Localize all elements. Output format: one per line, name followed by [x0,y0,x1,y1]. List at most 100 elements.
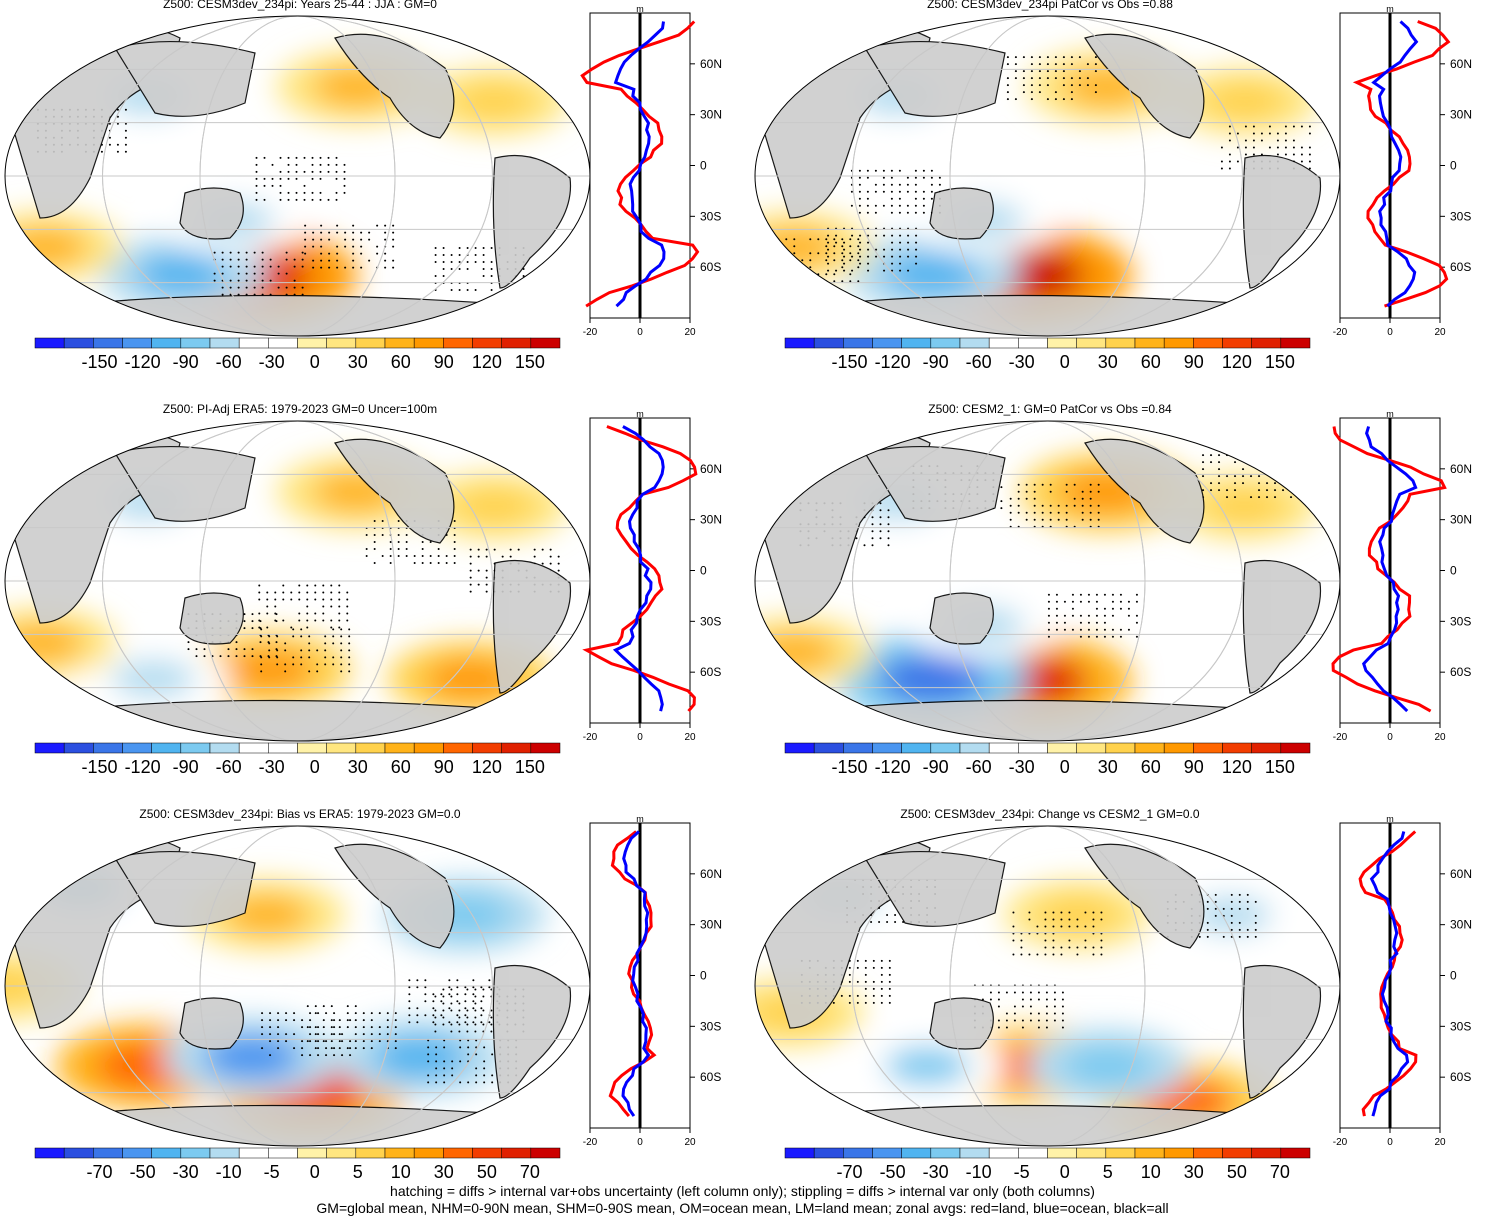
profile-lat-label: 30S [1450,1019,1471,1033]
colorbar-swatch [843,1147,873,1159]
colorbar-label: -120 [875,757,911,777]
colorbar-swatch [1251,337,1282,349]
colorbar-swatch [843,337,873,349]
colorbar-swatch [472,742,502,754]
colorbar-label: -10 [966,1162,992,1182]
map [5,16,590,336]
colorbar-swatch [1134,1147,1165,1159]
anomaly-core [136,252,229,295]
colorbar-label: -90 [923,352,949,372]
zonal-profile: m -20 0 20 60N 30N 0 30S 60S [580,4,722,338]
profile-lat-label: 30S [700,1019,721,1033]
colorbar-swatch [530,337,561,349]
panel-2: Z500: CESM3dev_234pi PatCor vs Obs =0.88… [754,0,1472,372]
colorbar-swatch [93,742,123,754]
colorbar-swatch [1018,1147,1048,1159]
colorbar-label: -10 [216,1162,242,1182]
colorbar-swatch [1047,1147,1077,1159]
colorbar-swatch [1134,742,1165,754]
colorbar-swatch [1018,337,1048,349]
colorbar-swatch [959,337,990,349]
colorbar-swatch [93,1147,123,1159]
colorbar-label: -70 [87,1162,113,1182]
colorbar-swatch [872,337,902,349]
landmass [929,592,994,645]
colorbar: -150 -120 -90 -60 -30 0 30 60 90 120 150 [34,742,561,777]
colorbar-swatch [472,337,502,349]
colorbar-swatch [63,1147,94,1159]
colorbar-swatch [872,742,902,754]
colorbar-swatch [297,337,327,349]
colorbar-label: 5 [353,1162,363,1182]
colorbar-label: 0 [1060,1162,1070,1182]
profile-land [582,425,698,713]
landmass [492,964,572,1099]
colorbar-swatch [988,337,1019,349]
colorbar-swatch [1163,1147,1194,1159]
landmass [864,850,1006,927]
colorbar-label: -90 [173,352,199,372]
colorbar: -150 -120 -90 -60 -30 0 30 60 90 120 150 [784,742,1311,777]
anomaly-core [1204,487,1286,525]
colorbar-label: -30 [173,1162,199,1182]
colorbar-swatch [1076,337,1107,349]
panel-title: Z500: CESM3dev_234pi: Bias vs ERA5: 1979… [139,807,461,821]
profile-lat-label: 60N [700,57,722,71]
anomaly-core [1062,1045,1153,1087]
colorbar-label: 150 [1265,352,1295,372]
profile-unit: m [636,814,644,824]
colorbar-label: -60 [966,352,992,372]
colorbar-label: -120 [125,757,161,777]
panel-5: Z500: CESM3dev_234pi: Bias vs ERA5: 1979… [4,807,722,1182]
landmass [864,445,1006,522]
footer-line-1: hatching = diffs > internal var+obs unce… [390,1183,1095,1199]
colorbar-label: -60 [216,352,242,372]
colorbar: -70 -50 -30 -10 -5 0 5 10 30 50 70 [34,1147,561,1182]
colorbar-label: -120 [125,352,161,372]
profile-lat-label: 30N [700,513,722,527]
panel-title: Z500: PI-Adj ERA5: 1979-2023 GM=0 Uncer=… [163,402,437,416]
profile-tick-label: 0 [1387,1137,1393,1148]
colorbar-label: 50 [1227,1162,1247,1182]
anomaly-core [755,632,838,672]
map [755,16,1340,336]
colorbar-swatch [501,1147,532,1159]
colorbar-swatch [326,337,357,349]
colorbar-label: 120 [472,352,502,372]
panel-title: Z500: CESM3dev_234pi: Years 25-44 : JJA … [163,0,437,11]
colorbar-swatch [34,742,65,754]
colorbar-swatch [530,1147,561,1159]
colorbar-swatch [1047,742,1077,754]
zonal-profile: m -20 0 20 60N 30N 0 30S 60S [1333,814,1472,1148]
profile-tick-label: 20 [1434,327,1446,338]
colorbar-label: 70 [520,1162,540,1182]
anomaly-core [222,648,314,691]
colorbar-swatch [1193,742,1223,754]
colorbar-label: -30 [259,352,285,372]
panel-title: Z500: CESM3dev_234pi: Change vs CESM2_1 … [900,807,1199,821]
colorbar-label: -60 [216,757,242,777]
profile-land [1331,426,1447,713]
colorbar-swatch [1280,1147,1311,1159]
graticule [5,826,590,1146]
colorbar-label: 30 [1184,1162,1204,1182]
profile-tick-label: 20 [684,327,696,338]
landmass [179,187,244,240]
colorbar-label: 30 [348,757,368,777]
zonal-profile: m -20 0 20 60N 30N 0 30S 60S [1333,4,1472,338]
anomaly-core [755,227,838,267]
colorbar-swatch [122,742,152,754]
profile-lat-label: 60S [700,1070,721,1084]
profile-tick-label: 0 [1387,732,1393,743]
landmass [179,997,244,1050]
colorbar-swatch [501,337,532,349]
anomaly-core [1204,82,1286,120]
colorbar-label: -150 [832,757,868,777]
profile-lat-label: 60N [1450,867,1472,881]
profile-unit: m [1386,4,1394,14]
colorbar-swatch [122,1147,152,1159]
landmass [114,40,256,117]
panel-1: Z500: CESM3dev_234pi: Years 25-44 : JJA … [4,0,722,372]
colorbar-swatch [1105,1147,1136,1159]
colorbar-label: 0 [310,757,320,777]
